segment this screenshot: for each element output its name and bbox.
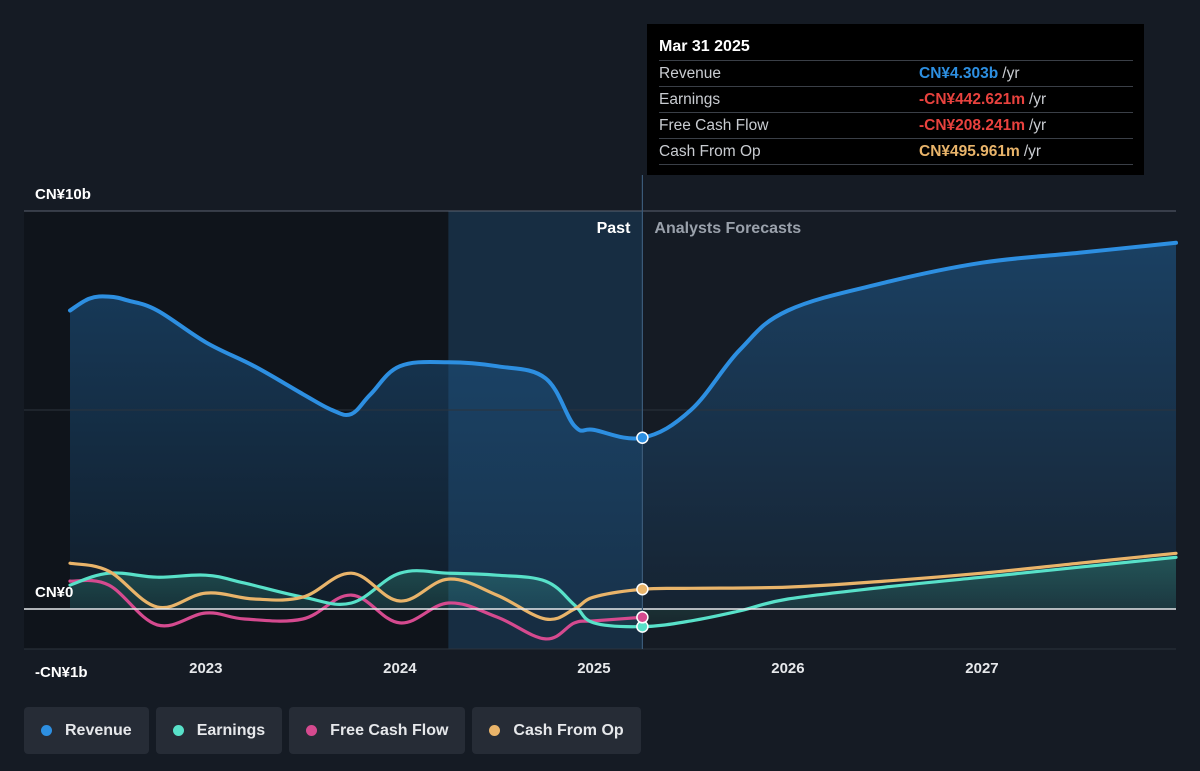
tooltip-unit: /yr (1023, 143, 1042, 160)
x-tick-label: 2026 (771, 660, 804, 677)
revenue-dot-icon (41, 725, 52, 736)
tooltip-label: Cash From Op (659, 143, 761, 160)
tooltip-row-cash-from-op: Cash From Op CN¥495.961m/yr (659, 138, 1133, 165)
legend-label: Revenue (65, 721, 132, 739)
forecast-label: Analysts Forecasts (654, 220, 801, 237)
cash-from-op-marker (636, 583, 649, 596)
tooltip-label: Revenue (659, 65, 722, 82)
legend-label: Free Cash Flow (330, 721, 449, 739)
y-axis-label: CN¥0 (35, 584, 73, 601)
x-tick-label: 2024 (383, 660, 417, 677)
x-tick-label: 2027 (965, 660, 998, 677)
earnings-area (70, 557, 1176, 627)
revenue-area (70, 242, 1176, 610)
tooltip-panel: Mar 31 2025 Revenue CN¥4.303b/yr Earning… (647, 24, 1144, 175)
legend-label: Cash From Op (513, 721, 624, 739)
x-tick-label: 2025 (577, 660, 610, 677)
y-axis-label: -CN¥1b (35, 664, 88, 681)
free-cash-flow-line (68, 578, 644, 641)
cash-from-op-dot-icon (489, 725, 501, 736)
legend-item-cash-from-op[interactable]: Cash From Op (472, 707, 641, 754)
legend-item-free-cash-flow[interactable]: Free Cash Flow (289, 707, 466, 754)
tooltip-date: Mar 31 2025 (659, 38, 750, 55)
tooltip-value-text: CN¥4.303b (919, 65, 999, 82)
earnings-dot-icon (172, 725, 184, 736)
earnings-line (68, 555, 1178, 629)
tooltip-value: CN¥495.961m/yr (919, 139, 1041, 164)
tooltip-unit: /yr (1028, 117, 1047, 134)
tooltip-label: Earnings (659, 91, 721, 108)
tooltip-value-text: -CN¥442.621m (919, 91, 1025, 108)
tooltip-value: -CN¥442.621m/yr (919, 87, 1046, 112)
tooltip-row-revenue: Revenue CN¥4.303b/yr (659, 60, 1133, 86)
chart-legend: Revenue Earnings Free Cash Flow Cash Fro… (24, 707, 641, 754)
cash-from-op-line (68, 551, 1178, 622)
x-tick-label: 2023 (189, 660, 222, 677)
revenue-line (68, 240, 1178, 441)
free-cash-flow-dot-icon (306, 725, 318, 736)
legend-item-earnings[interactable]: Earnings (155, 707, 283, 754)
tooltip-value: -CN¥208.241m/yr (919, 113, 1046, 138)
tooltip-row-earnings: Earnings -CN¥442.621m/yr (659, 86, 1133, 112)
legend-item-revenue[interactable]: Revenue (24, 707, 149, 754)
tooltip-unit: /yr (1002, 65, 1020, 82)
tooltip-value: CN¥4.303b/yr (919, 61, 1019, 86)
tooltip-value-text: CN¥495.961m (919, 143, 1020, 160)
tooltip-label: Free Cash Flow (659, 117, 769, 134)
tooltip-value-text: -CN¥208.241m (919, 117, 1025, 134)
revenue-marker (636, 431, 649, 444)
past-label: Past (597, 220, 631, 237)
tooltip-unit: /yr (1028, 91, 1047, 108)
free-cash-flow-marker (636, 611, 649, 624)
tooltip-row-free-cash-flow: Free Cash Flow -CN¥208.241m/yr (659, 112, 1133, 138)
legend-label: Earnings (196, 721, 266, 739)
y-axis-label: CN¥10b (35, 186, 91, 203)
